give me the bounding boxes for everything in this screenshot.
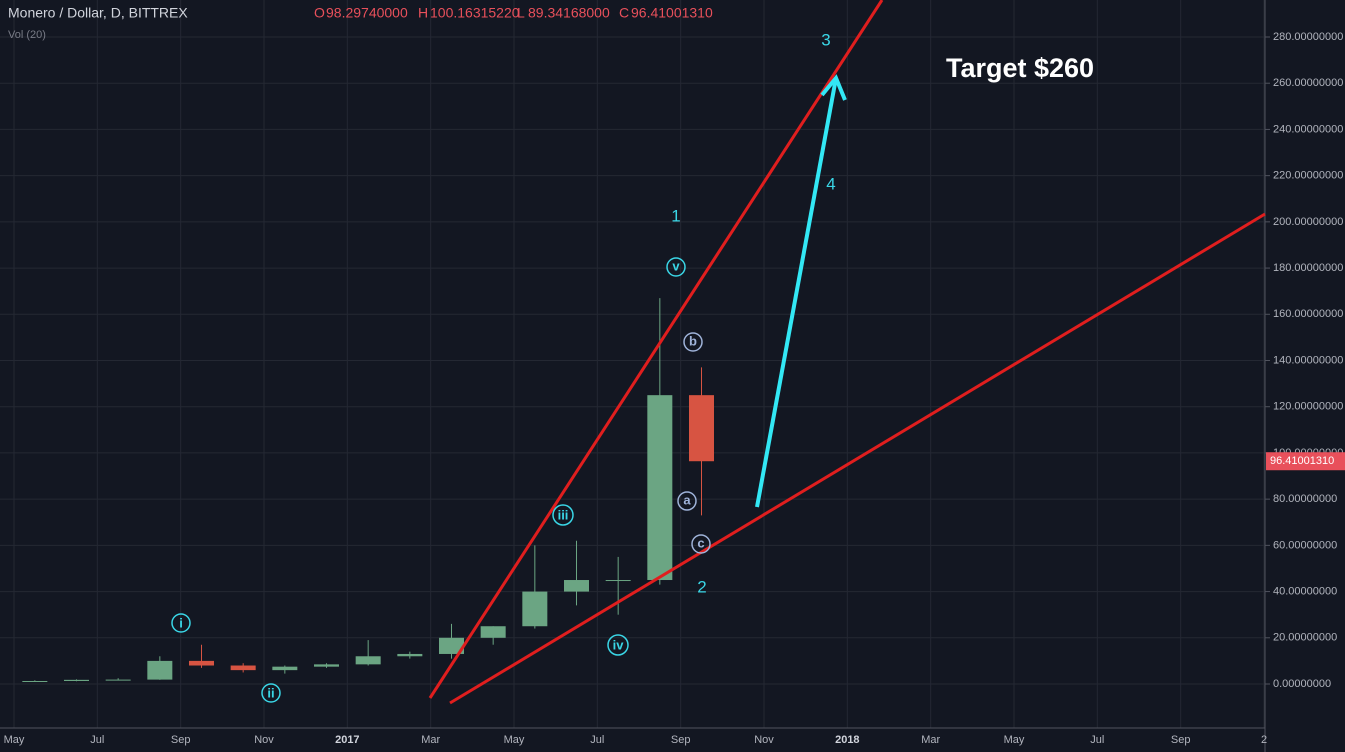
header: Monero / Dollar, D, BITTREX O 98.2974000…	[8, 5, 713, 41]
target-label: Target $260	[946, 53, 1094, 83]
x-tick-label: Sep	[171, 734, 191, 746]
candle-body	[314, 664, 339, 667]
y-tick-label: 60.00000000	[1273, 539, 1337, 551]
trend-line	[428, 0, 884, 699]
volume-label[interactable]: Vol (20)	[8, 29, 46, 41]
price-tag	[1266, 452, 1345, 471]
ohlc-label: O	[314, 5, 325, 21]
wave-circle	[552, 504, 574, 526]
y-tick-label: 240.00000000	[1273, 123, 1343, 135]
x-tick-label: 2018	[835, 734, 859, 746]
ohlc-value: 98.29740000	[326, 5, 408, 21]
x-tick-label: Sep	[671, 734, 691, 746]
price-tag-label: 96.41001310	[1270, 455, 1334, 467]
x-tick-label: Sep	[1171, 734, 1191, 746]
ohlc-value: 100.16315220	[430, 5, 520, 21]
candle-body	[397, 653, 423, 657]
symbol-title[interactable]: Monero / Dollar, D, BITTREX	[8, 5, 188, 21]
wave-circle	[677, 491, 697, 511]
wave-label: iii	[558, 507, 569, 522]
ohlc-value: 89.34168000	[528, 5, 610, 21]
y-tick-label: 40.00000000	[1273, 585, 1337, 597]
wave-label: c	[697, 535, 704, 550]
candle-body	[105, 679, 131, 681]
wave-number: 2	[697, 577, 706, 596]
y-tick-label: 20.00000000	[1273, 632, 1337, 644]
ohlc-label: L	[517, 5, 525, 21]
candle-body	[647, 395, 673, 581]
wave-label: ii	[267, 685, 274, 700]
candle-body	[147, 660, 173, 680]
candle-body	[355, 656, 381, 665]
candle-body	[564, 580, 589, 592]
y-tick-label: 260.00000000	[1273, 77, 1343, 89]
wave-number: 1	[671, 206, 680, 225]
y-tick-label: 220.00000000	[1273, 170, 1343, 182]
wave-circle	[171, 613, 191, 633]
wave-circle	[683, 332, 703, 352]
candle-body	[230, 665, 256, 671]
y-tick-label: 200.00000000	[1273, 216, 1343, 228]
x-tick-label: May	[504, 734, 525, 746]
candle-body	[189, 660, 214, 666]
candle-body	[605, 580, 631, 582]
candle-body	[439, 637, 464, 654]
x-tick-label: Mar	[921, 734, 940, 746]
x-tick-label: Nov	[754, 734, 774, 746]
x-tick-label: May	[4, 734, 25, 746]
candle-body	[480, 626, 506, 638]
grid	[0, 0, 1265, 728]
wave-number: 4	[826, 174, 835, 193]
x-tick-label: 2	[1261, 734, 1267, 746]
ohlc-value: 96.41001310	[631, 5, 713, 21]
wave-label: v	[672, 258, 680, 273]
candles	[22, 298, 714, 682]
wave-label: iv	[613, 637, 625, 652]
candle-body	[689, 395, 714, 462]
y-tick-label: 140.00000000	[1273, 354, 1343, 366]
y-tick-label: 160.00000000	[1273, 308, 1343, 320]
candle-body	[272, 666, 298, 671]
wave-circle	[666, 257, 686, 277]
wave-labels: i ii iii iv v a b c 1 2 3 4 Target $260	[171, 30, 1094, 703]
wave-circle	[691, 534, 711, 554]
y-tick-label: 80.00000000	[1273, 493, 1337, 505]
ohlc-label: H	[418, 5, 428, 21]
candle-body	[64, 679, 89, 681]
axes: 0.00000000 20.00000000 40.00000000 60.00000…	[4, 31, 1345, 746]
x-tick-label: Jul	[90, 734, 104, 746]
y-tick-label: 0.00000000	[1273, 678, 1331, 690]
candle-body	[522, 591, 548, 627]
x-tick-label: Nov	[254, 734, 274, 746]
arrow	[755, 77, 838, 508]
wave-label: a	[683, 492, 691, 507]
arrow-head	[820, 74, 847, 101]
candle-body	[22, 680, 48, 682]
ohlc-label: C	[619, 5, 629, 21]
wave-label: b	[689, 333, 697, 348]
x-tick-label: May	[1004, 734, 1025, 746]
wave-label: i	[179, 615, 183, 630]
wave-circle	[607, 634, 629, 656]
y-tick-label: 280.00000000	[1273, 31, 1343, 43]
wave-circle	[261, 683, 281, 703]
y-tick-label: 180.00000000	[1273, 262, 1343, 274]
x-tick-label: Jul	[1090, 734, 1104, 746]
x-tick-label: Jul	[590, 734, 604, 746]
x-tick-label: Mar	[421, 734, 440, 746]
wave-number: 3	[821, 30, 830, 49]
trend-line	[449, 212, 1266, 705]
x-tick-label: 2017	[335, 734, 359, 746]
y-tick-label: 120.00000000	[1273, 401, 1343, 413]
